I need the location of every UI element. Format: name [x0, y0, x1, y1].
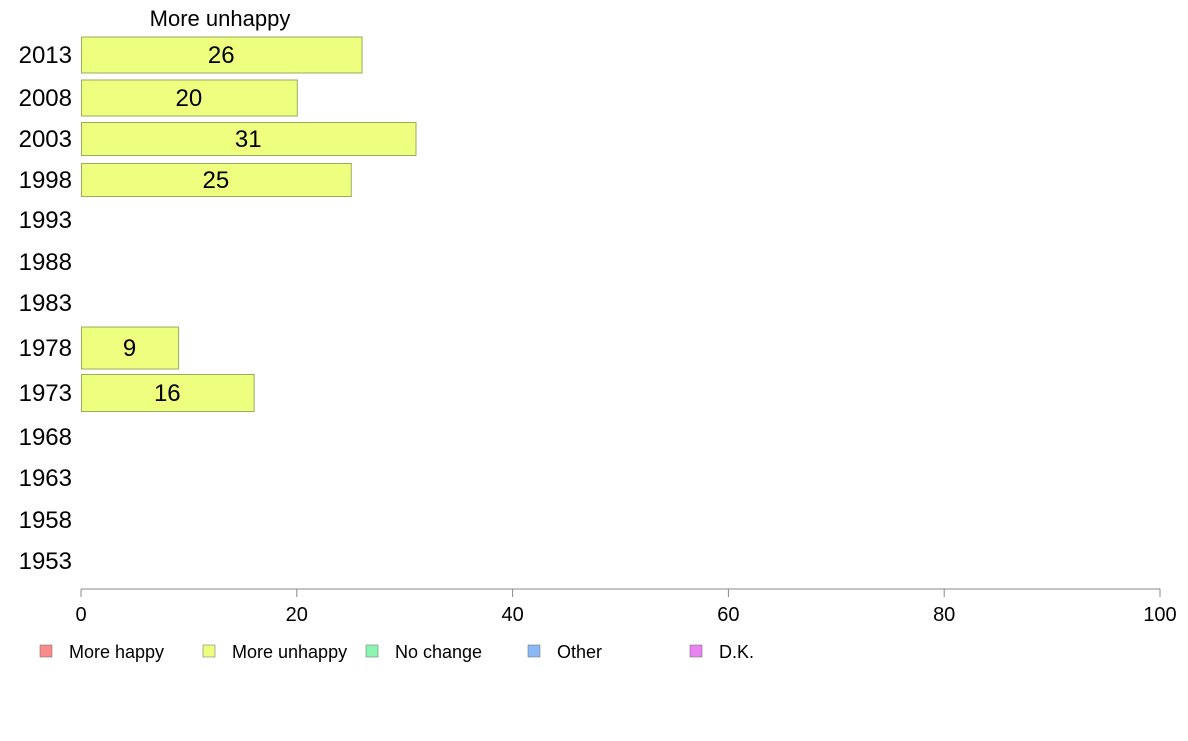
bar-value-label: 26 — [208, 42, 235, 69]
legend-label: More happy — [69, 642, 164, 662]
x-tick-label: 40 — [501, 604, 523, 626]
x-tick-label: 100 — [1143, 604, 1176, 626]
y-tick-label: 1958 — [19, 507, 72, 534]
x-tick-label: 0 — [75, 604, 86, 626]
y-tick-label: 2008 — [19, 85, 72, 112]
y-tick-label: 2013 — [19, 42, 72, 69]
y-tick-label: 1978 — [19, 335, 72, 362]
bar-value-label: 16 — [154, 380, 181, 407]
bar-value-label: 20 — [176, 85, 203, 112]
y-tick-label: 1963 — [19, 465, 72, 492]
x-tick-label: 60 — [717, 604, 739, 626]
legend-label: D.K. — [719, 642, 754, 662]
legend-label: More unhappy — [232, 642, 347, 662]
x-axis: 0 20 40 60 80 100 — [75, 588, 1177, 626]
legend-swatch — [365, 644, 379, 658]
y-tick-label: 1993 — [19, 207, 72, 234]
legend-swatch — [527, 644, 541, 658]
y-tick-label: 1973 — [19, 380, 72, 407]
y-tick-label: 1953 — [19, 548, 72, 575]
bar — [81, 326, 180, 370]
legend-swatch — [39, 644, 53, 658]
bar — [81, 163, 352, 197]
y-tick-label: 1988 — [19, 249, 72, 276]
bar — [81, 79, 298, 117]
x-tick-label: 80 — [933, 604, 955, 626]
y-tick-label: 1998 — [19, 167, 72, 194]
y-tick-label: 2003 — [19, 126, 72, 153]
bar — [81, 36, 363, 74]
chart-title: More unhappy — [150, 6, 291, 31]
x-tick-label: 20 — [286, 604, 308, 626]
y-axis-labels: 2013 2008 2003 1998 1993 1988 1983 1978 1973 1968… — [19, 42, 72, 575]
y-tick-label: 1983 — [19, 290, 72, 317]
legend-label: No change — [395, 642, 482, 662]
legend: More happy More unhappy No change Other D.K. — [39, 642, 754, 662]
bar — [81, 374, 255, 412]
bar-value-label: 9 — [123, 335, 136, 362]
bar-value-label: 31 — [235, 126, 262, 153]
legend-swatch — [689, 644, 703, 658]
legend-label: Other — [557, 642, 602, 662]
bar — [81, 122, 417, 156]
legend-swatch — [202, 644, 216, 658]
bar-value-label: 25 — [203, 167, 230, 194]
y-tick-label: 1968 — [19, 424, 72, 451]
